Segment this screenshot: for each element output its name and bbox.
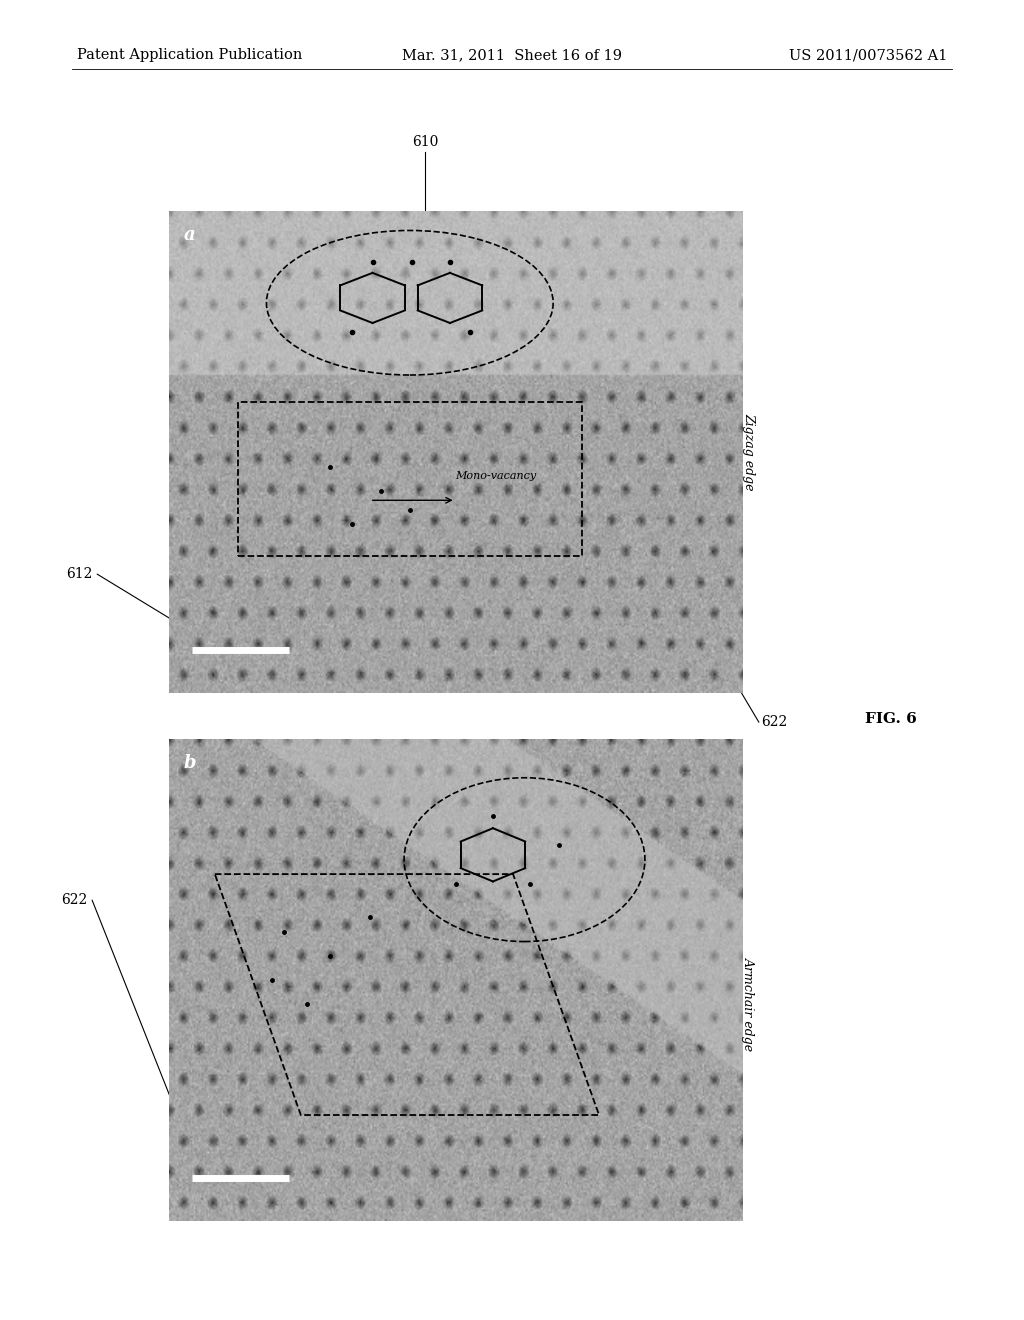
Text: 622: 622 — [60, 894, 87, 907]
Text: 610: 610 — [412, 135, 438, 149]
Text: Mono-vacancy: Mono-vacancy — [456, 471, 537, 482]
Text: 622: 622 — [761, 715, 787, 729]
Text: Zigzag edge: Zigzag edge — [742, 413, 756, 491]
Text: 612: 612 — [66, 568, 92, 581]
Text: Mar. 31, 2011  Sheet 16 of 19: Mar. 31, 2011 Sheet 16 of 19 — [402, 49, 622, 62]
Text: Patent Application Publication: Patent Application Publication — [77, 49, 302, 62]
Text: US 2011/0073562 A1: US 2011/0073562 A1 — [788, 49, 947, 62]
Text: a: a — [183, 226, 195, 244]
Text: b: b — [183, 754, 196, 772]
Text: Armchair edge: Armchair edge — [742, 957, 756, 1051]
Text: FIG. 6: FIG. 6 — [865, 713, 918, 726]
